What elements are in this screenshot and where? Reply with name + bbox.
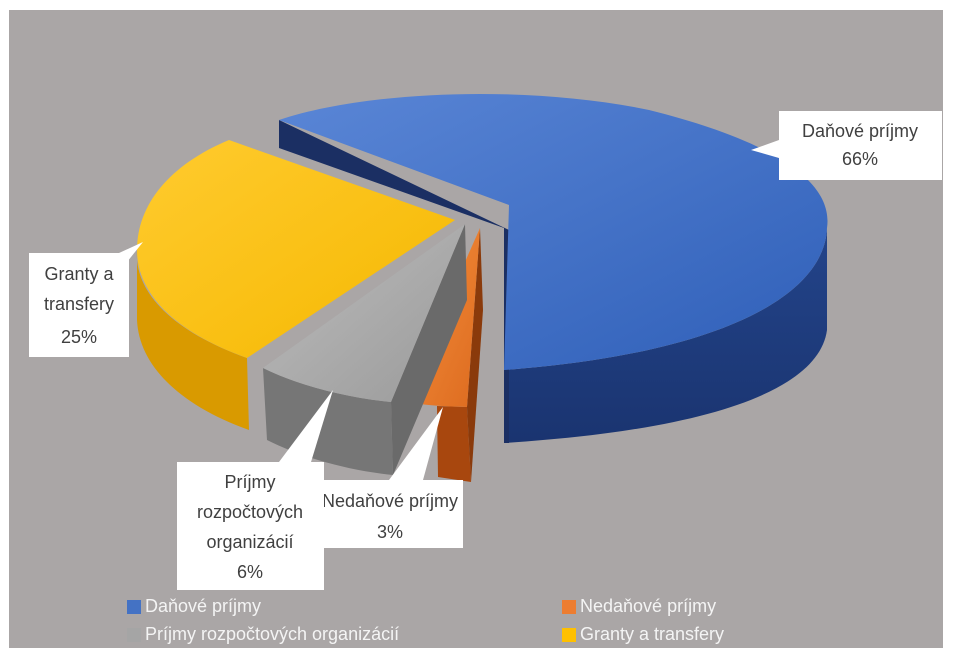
legend-label-nedane: Nedaňové príjmy [580, 596, 717, 616]
legend-label-granty: Granty a transfery [580, 624, 725, 644]
label-org-line1: Príjmy [225, 472, 276, 492]
label-org-pct: 6% [237, 562, 263, 582]
slice-org-top [263, 224, 465, 402]
slice-dane-side [504, 228, 827, 443]
label-dane: Daňové príjmy 66% [751, 111, 942, 180]
label-org-line2: rozpočtových [197, 502, 303, 522]
slice-dane-wall [279, 120, 509, 443]
label-granty-line2: transfery [44, 294, 114, 314]
slice-nedane-wall [467, 228, 483, 482]
legend-item-org: Príjmy rozpočtových organizácií [127, 624, 399, 645]
legend-item-nedane: Nedaňové príjmy [562, 596, 716, 617]
label-org: Príjmy rozpočtových organizácií 6% [177, 390, 333, 590]
legend-swatch-org [127, 627, 141, 642]
legend-item-granty: Granty a transfery [562, 624, 724, 645]
label-granty-line1: Granty a [44, 264, 114, 284]
legend-item-dane: Daňové príjmy [127, 596, 261, 617]
label-granty-pct: 25% [61, 327, 97, 347]
slice-granty[interactable] [136, 140, 455, 430]
slice-dane[interactable] [279, 93, 828, 443]
label-dane-pct: 66% [842, 149, 878, 169]
pie-chart: Daňové príjmy 66% Granty a transfery 25%… [29, 93, 942, 590]
chart-area: Daňové príjmy 66% Granty a transfery 25%… [9, 10, 943, 648]
legend-label-org: Príjmy rozpočtových organizácií [145, 624, 400, 644]
slice-granty-top [137, 140, 455, 358]
label-org-line3: organizácií [206, 532, 293, 552]
label-nedane-name: Nedaňové príjmy [322, 491, 458, 511]
label-granty: Granty a transfery 25% [29, 242, 143, 357]
slice-org[interactable] [263, 224, 467, 475]
label-dane-name: Daňové príjmy [802, 121, 918, 141]
legend-swatch-granty [562, 627, 576, 642]
slice-granty-side [136, 250, 249, 430]
slice-nedane-side [437, 406, 471, 482]
legend-label-dane: Daňové príjmy [145, 596, 262, 616]
label-nedane: Nedaňové príjmy 3% [317, 407, 463, 548]
slice-org-front [391, 224, 467, 475]
legend-swatch-nedane [562, 599, 576, 614]
slice-dane-top [279, 93, 828, 371]
label-nedane-pct: 3% [377, 522, 403, 542]
legend-swatch-dane [127, 599, 141, 614]
